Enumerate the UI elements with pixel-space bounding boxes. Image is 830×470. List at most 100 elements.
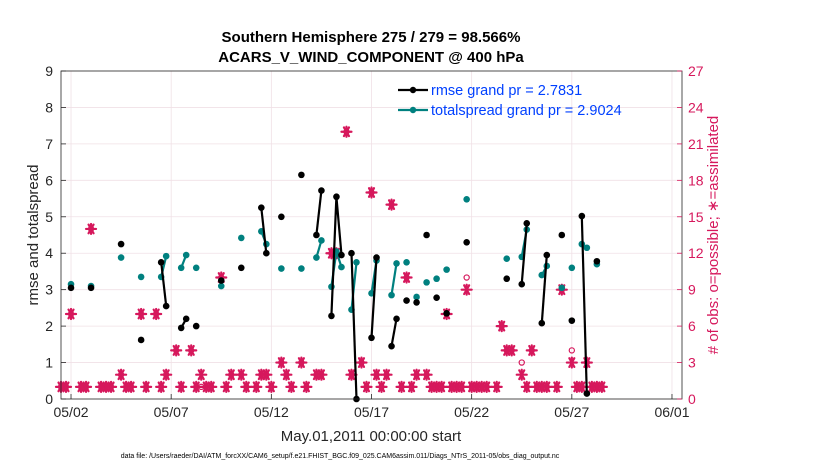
obs-assimilated-point	[360, 380, 373, 393]
rmse-point	[518, 280, 526, 288]
obs-assimilated-point	[170, 344, 183, 357]
totalspread-point	[117, 254, 125, 261]
totalspread-point	[298, 265, 305, 272]
obs-assimilated-point	[205, 380, 218, 393]
rmse-point	[338, 251, 345, 259]
rmse-point	[333, 193, 340, 201]
x-axis: 05/02 05/07 05/12 05/17 05/22 05/27 06/01	[53, 394, 690, 420]
y2-tick-label: 9	[688, 282, 696, 298]
y2-tick-label: 6	[688, 318, 696, 334]
obs-assimilated-point	[385, 198, 398, 211]
rmse-point	[413, 299, 420, 306]
obs-assimilated-point	[64, 307, 78, 321]
y-axis-label: rmse and totalspread	[25, 165, 42, 306]
obs-assimilated-point	[235, 368, 248, 381]
rmse-line	[315, 190, 323, 236]
rmse-point	[558, 231, 566, 239]
obs-assimilated-point	[515, 368, 528, 381]
obs-assimilated-point	[160, 368, 173, 381]
totalspread-point	[413, 293, 420, 301]
chart-subtitle: ACARS_V_WIND_COMPONENT @ 400 hPa	[218, 49, 524, 66]
rmse-point	[237, 264, 245, 272]
obs-assimilated-point	[420, 368, 433, 381]
rmse-line	[260, 207, 268, 254]
totalspread-point	[558, 284, 566, 292]
y-tick-label: 2	[45, 318, 53, 334]
y2-tick-label: 27	[688, 63, 704, 79]
obs-assimilated-point	[370, 368, 383, 381]
x-tick-label: 05/07	[154, 404, 189, 420]
obs-count-series	[54, 125, 608, 393]
rmse-point	[463, 238, 470, 246]
obs-assimilated-point	[455, 380, 468, 393]
rmse-point	[568, 317, 576, 324]
totalspread-point	[443, 266, 450, 273]
obs-assimilated-point	[59, 380, 73, 393]
rmse-point	[263, 249, 270, 257]
obs-assimilated-point	[114, 368, 128, 381]
obs-assimilated-point	[140, 380, 153, 393]
y2-tick-label: 24	[688, 99, 704, 115]
totalspread-point	[388, 291, 395, 299]
rmse-point	[67, 284, 75, 292]
y-tick-label: 6	[45, 172, 53, 188]
obs-assimilated-point	[285, 380, 298, 393]
legend-rmse-marker	[409, 86, 417, 94]
x-tick-label: 05/02	[53, 404, 88, 420]
rmse-point	[162, 302, 170, 310]
rmse-point	[137, 336, 145, 344]
rmse-point	[368, 334, 375, 342]
rmse-line	[580, 215, 588, 394]
y-tick-label: 0	[45, 391, 53, 407]
rmse-point	[217, 277, 225, 284]
totalspread-point	[463, 195, 470, 203]
obs-assimilated-point	[460, 283, 473, 296]
obs-assimilated-point	[575, 380, 588, 393]
y-tick-label: 8	[45, 99, 53, 115]
obs-assimilated-point	[495, 320, 508, 333]
y2-tick-label: 3	[688, 355, 696, 371]
totalspread-point	[318, 237, 325, 244]
totalspread-point	[338, 263, 345, 271]
chart-title: Southern Hemisphere 275 / 279 = 98.566%	[222, 29, 521, 46]
totalspread-point	[192, 264, 200, 272]
totalspread-point	[353, 259, 360, 266]
rmse-point	[393, 315, 400, 323]
rmse-point	[538, 319, 546, 327]
obs-assimilated-point	[355, 356, 368, 369]
rmse-point	[543, 251, 551, 259]
y2-axis-label: # of obs: o=possible; ∗=assimilated	[705, 116, 722, 355]
y-tick-label: 1	[45, 355, 53, 371]
rmse-point	[578, 212, 586, 220]
obs-assimilated-point	[375, 380, 388, 393]
obs-assimilated-point	[380, 368, 393, 381]
rmse-point	[87, 284, 95, 292]
x-tick-label: 05/17	[354, 404, 389, 420]
obs-assimilated-point	[410, 368, 423, 381]
rmse-point	[373, 254, 380, 261]
obs-assimilated-point	[155, 380, 168, 393]
obs-possible-point	[568, 347, 576, 354]
legend: rmse grand pr = 2.7831 totalspread grand…	[398, 83, 622, 119]
obs-assimilated-point	[595, 380, 608, 393]
obs-assimilated-point	[125, 380, 138, 393]
obs-assimilated-point	[79, 380, 93, 393]
rmse-point	[523, 220, 531, 227]
totalspread-line	[390, 263, 398, 296]
obs-assimilated-point	[280, 368, 293, 381]
obs-assimilated-point	[260, 368, 273, 381]
obs-assimilated-point	[550, 380, 563, 393]
rmse-point	[348, 249, 355, 257]
totalspread-point	[217, 282, 225, 290]
totalspread-point	[162, 252, 170, 260]
obs-assimilated-point	[540, 380, 553, 393]
rmse-point	[583, 390, 591, 397]
obs-assimilated-point	[265, 380, 278, 393]
totalspread-point	[403, 259, 410, 266]
obs-assimilated-point	[340, 125, 353, 138]
obs-assimilated-point	[405, 380, 418, 393]
obs-assimilated-point	[525, 344, 538, 357]
obs-assimilated-point	[300, 380, 313, 393]
totalspread-point	[278, 265, 285, 272]
obs-assimilated-point	[225, 368, 238, 381]
